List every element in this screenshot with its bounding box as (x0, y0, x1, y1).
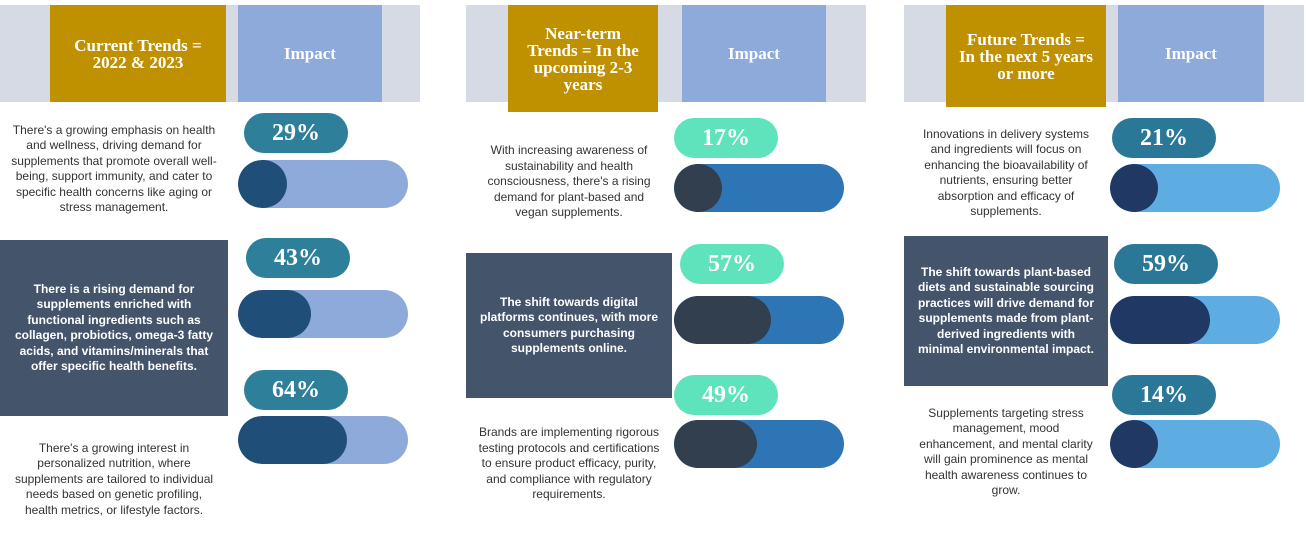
impact-header: Impact (238, 5, 382, 102)
impact-bar-fill (674, 296, 771, 344)
trend-text: There is a rising demand for supplements… (0, 240, 228, 416)
impact-percent-badge: 21% (1112, 118, 1216, 158)
trend-text: Brands are implementing rigorous testing… (478, 425, 660, 502)
impact-bar (674, 420, 844, 468)
panel-title: Near-term Trends = In the upcoming 2-3 y… (508, 5, 658, 112)
impact-bar (238, 416, 408, 464)
panel-title: Future Trends = In the next 5 years or m… (946, 5, 1106, 107)
impact-bar (674, 164, 844, 212)
impact-percent-badge: 29% (244, 113, 348, 153)
impact-bar-fill (238, 290, 312, 338)
impact-bar-fill (238, 160, 288, 208)
impact-header: Impact (1118, 5, 1264, 102)
impact-percent-badge: 43% (246, 238, 350, 278)
impact-bar (238, 160, 408, 208)
trend-text: Innovations in delivery systems and ingr… (922, 126, 1090, 219)
impact-bar (1110, 296, 1280, 344)
impact-bar (1110, 420, 1280, 468)
impact-bar (1110, 164, 1280, 212)
trend-text: The shift towards plant-based diets and … (904, 236, 1108, 386)
impact-bar-fill (1110, 296, 1211, 344)
panel-title: Current Trends = 2022 & 2023 (50, 5, 226, 102)
impact-bar (674, 296, 844, 344)
trend-text: The shift towards digital platforms cont… (466, 253, 672, 398)
impact-bar-fill (674, 164, 722, 212)
impact-percent-badge: 49% (674, 375, 778, 415)
impact-percent-badge: 64% (244, 370, 348, 410)
future-trends-panel: Future Trends = In the next 5 years or m… (904, 0, 1306, 544)
impact-bar-fill (238, 416, 347, 464)
impact-percent-badge: 59% (1114, 244, 1218, 284)
impact-bar-fill (674, 420, 758, 468)
impact-percent-badge: 17% (674, 118, 778, 158)
impact-bar-fill (1110, 164, 1158, 212)
trend-text: Supplements targeting stress management,… (919, 405, 1093, 498)
current-trends-panel: Current Trends = 2022 & 2023 Impact Ther… (0, 0, 420, 544)
impact-percent-badge: 57% (680, 244, 784, 284)
impact-percent-badge: 14% (1112, 375, 1216, 415)
near-term-trends-panel: Near-term Trends = In the upcoming 2-3 y… (466, 0, 886, 544)
impact-bar-fill (1110, 420, 1158, 468)
trend-text: There's a growing emphasis on health and… (11, 122, 217, 215)
impact-header: Impact (682, 5, 826, 102)
trend-text: With increasing awareness of sustainabil… (487, 143, 651, 220)
impact-bar (238, 290, 408, 338)
trend-text: There's a growing interest in personaliz… (14, 440, 214, 517)
